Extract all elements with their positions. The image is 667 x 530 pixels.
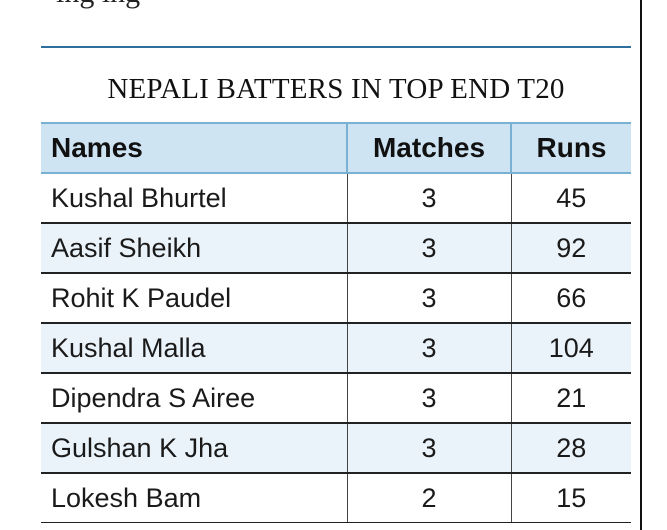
player-matches: 3 xyxy=(346,373,511,424)
player-matches: 2 xyxy=(346,473,511,523)
player-name: Lokesh Bam xyxy=(41,473,347,523)
player-runs: 104 xyxy=(510,323,631,374)
player-matches: 3 xyxy=(346,273,511,324)
clipped-text-fragment: ing ing xyxy=(56,0,140,8)
page-right-border xyxy=(640,0,642,530)
player-name: Kushal Malla xyxy=(41,323,347,374)
header-names: Names xyxy=(41,122,347,174)
player-runs: 45 xyxy=(510,173,631,224)
player-name: Rohit K Paudel xyxy=(41,273,347,324)
player-matches: 3 xyxy=(346,173,511,224)
player-matches: 3 xyxy=(346,323,511,374)
player-name: Kushal Bhurtel xyxy=(41,173,347,224)
player-matches: 3 xyxy=(346,423,511,474)
header-matches: Matches xyxy=(346,122,511,174)
table-row: Kushal Malla 3 104 xyxy=(41,323,631,374)
table-title: NEPALI BATTERS IN TOP END T20 xyxy=(107,73,565,105)
player-name: Aasif Sheikh xyxy=(41,223,347,274)
header-runs: Runs xyxy=(510,122,631,174)
table-row: Rohit K Paudel 3 66 xyxy=(41,273,631,324)
player-name: Gulshan K Jha xyxy=(41,423,347,474)
batters-table: Names Matches Runs Kushal Bhurtel 3 45 A… xyxy=(41,122,631,523)
table-row: Gulshan K Jha 3 28 xyxy=(41,423,631,474)
player-name: Dipendra S Airee xyxy=(41,373,347,424)
table-header-row: Names Matches Runs xyxy=(41,122,631,174)
player-runs: 92 xyxy=(510,223,631,274)
player-runs: 15 xyxy=(510,473,631,523)
player-runs: 21 xyxy=(510,373,631,424)
table-row: Aasif Sheikh 3 92 xyxy=(41,223,631,274)
top-rule xyxy=(41,46,631,48)
player-runs: 28 xyxy=(510,423,631,474)
player-matches: 3 xyxy=(346,223,511,274)
table-row: Dipendra S Airee 3 21 xyxy=(41,373,631,424)
player-runs: 66 xyxy=(510,273,631,324)
table-row: Lokesh Bam 2 15 xyxy=(41,473,631,523)
table-row: Kushal Bhurtel 3 45 xyxy=(41,173,631,224)
